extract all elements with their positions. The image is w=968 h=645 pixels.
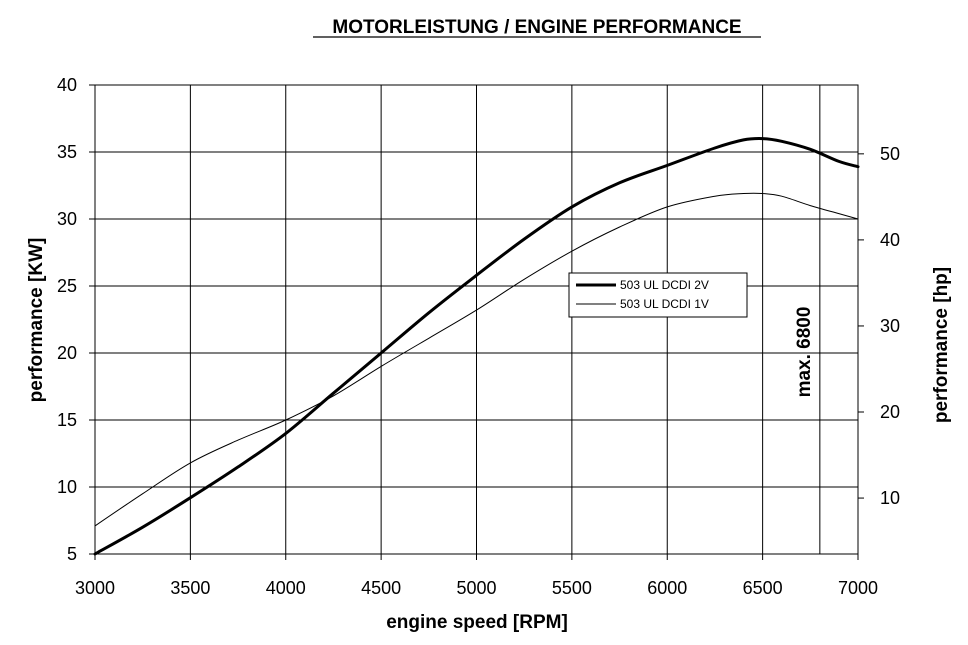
y-axis-label: performance [KW] [26,238,47,403]
x-axis-label: engine speed [RPM] [386,612,568,633]
y2-tick-label: 20 [880,402,900,422]
y2-axis-label: performance [hp] [931,267,952,423]
y2-tick-label: 10 [880,488,900,508]
max-rpm-label: max. 6800 [794,307,815,398]
x-tick-label: 6500 [743,578,783,598]
x-axis-ticks: 3000 3500 4000 4500 5000 5500 6000 6500 7000 [75,554,878,598]
y-tick-label: 35 [57,142,77,162]
max-rpm-annotation: max. 6800 [794,85,821,554]
x-tick-label: 3500 [170,578,210,598]
x-tick-label: 7000 [838,578,878,598]
x-tick-label: 3000 [75,578,115,598]
series-lines [93,137,860,556]
y2-tick-label: 50 [880,144,900,164]
legend-box [568,272,748,318]
legend-label-series-1: 503 UL DCDI 2V [620,278,709,292]
x-tick-label: 5000 [456,578,496,598]
legend: 503 UL DCDI 2V 503 UL DCDI 1V [568,272,748,318]
y2-tick-label: 30 [880,316,900,336]
chart-title: MOTORLEISTUNG / ENGINE PERFORMANCE [332,17,741,38]
x-tick-label: 4500 [361,578,401,598]
y-tick-label: 20 [57,343,77,363]
y-tick-label: 40 [57,75,77,95]
y-axis-ticks: 5 10 15 20 25 30 35 40 [57,75,95,564]
x-tick-label: 5500 [552,578,592,598]
y-tick-label: 25 [57,276,77,296]
y2-axis-ticks: 10 20 30 40 50 [858,144,900,508]
y-tick-label: 15 [57,410,77,430]
y2-tick-label: 40 [880,230,900,250]
x-tick-label: 4000 [266,578,306,598]
series-line-2 [94,192,859,527]
y-tick-label: 30 [57,209,77,229]
legend-label-series-2: 503 UL DCDI 1V [620,297,709,311]
grid-lines [95,85,858,554]
y-tick-label: 5 [67,544,77,564]
x-tick-label: 6000 [647,578,687,598]
series-line-1 [93,137,860,556]
y-tick-label: 10 [57,477,77,497]
